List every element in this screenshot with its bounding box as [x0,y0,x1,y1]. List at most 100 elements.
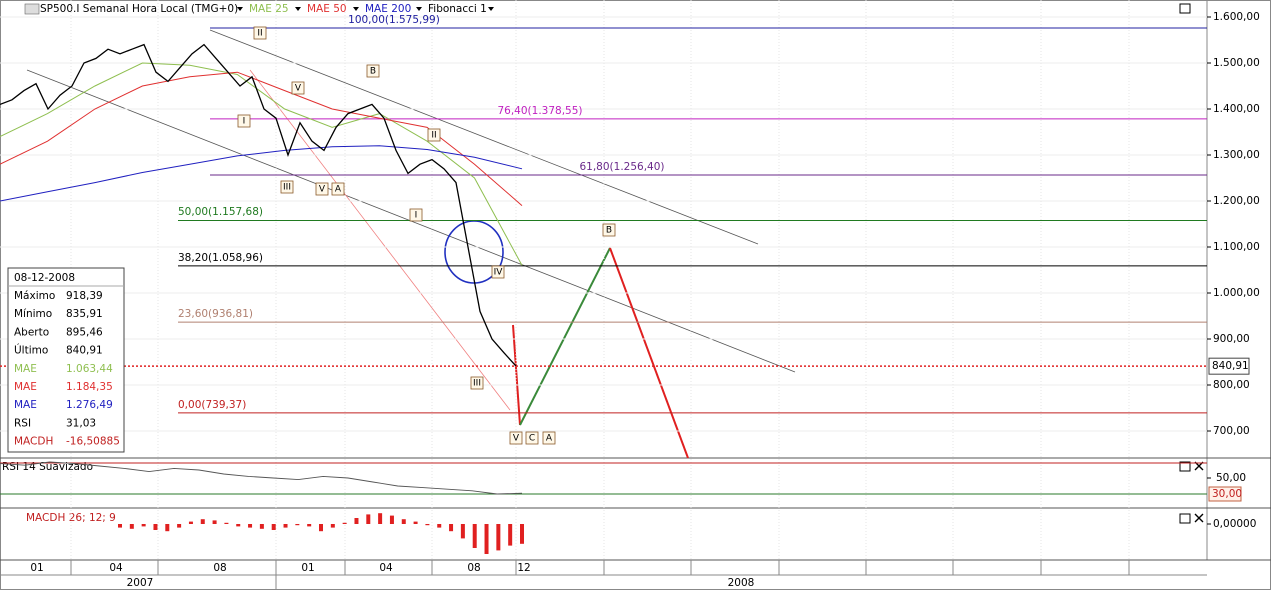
year-label: 2008 [728,577,755,589]
wave-box [509,431,523,445]
wave-box [237,114,251,128]
wave-box [331,182,345,196]
dropdown-arrow [237,7,243,11]
info-date: 08-12-2008 [14,272,75,284]
macd-bar [366,514,371,524]
cfd-icon [24,3,40,15]
fib-label: 100,00(1.575,99) [348,14,440,26]
info-label: MACDH [14,436,53,448]
macd-bar [259,524,264,529]
macd-bar [472,524,477,548]
info-label: RSI [14,417,31,429]
wave-label: A [546,434,553,444]
macd-bar [378,513,383,524]
info-bg [7,267,125,453]
highlight-circle [444,220,504,284]
info-value: 895,46 [66,326,103,338]
y-tick-label: 800,00 [1213,379,1250,391]
macd-bar [330,524,335,528]
y-tick-label: 1.200,00 [1213,195,1260,207]
wave-label: C [529,434,535,444]
month-label: 01 [30,562,43,574]
wave-box [542,431,556,445]
symbol-title: SP500.I Semanal Hora Local (TMG+0) [40,3,238,15]
dropdown-arrow [416,7,422,11]
info-value: 918,39 [66,290,103,302]
macd-bar [389,515,394,524]
wave-label: II [257,29,262,39]
trend-line [209,29,759,245]
wave-box [409,208,423,222]
close-button[interactable] [1194,513,1204,523]
maximize-button[interactable] [1179,461,1191,472]
macd-bar [118,524,122,528]
wave-box [525,431,539,445]
last-price-box [1208,357,1250,375]
moving-average [0,62,523,266]
indicator-label: MAE 50 [307,3,347,15]
month-label: 08 [467,562,480,574]
fib-label: 50,00(1.157,68) [178,206,263,218]
macd-bar [342,522,347,524]
rsi-tick-label: 50,00 [1216,472,1246,484]
macd-bar [460,524,465,539]
macd-bar [283,524,288,528]
month-label: 04 [109,562,123,574]
rsi-last-label: 30,00 [1212,488,1242,500]
month-label: 08 [213,562,226,574]
macd-bar [248,524,253,528]
wave-label: B [606,226,612,236]
info-label: Aberto [14,326,49,338]
fib-label: 61,80(1.256,40) [579,161,664,173]
y-tick-label: 1.100,00 [1213,241,1260,253]
y-tick-label: 1.500,00 [1213,57,1260,69]
last-price-label: 840,91 [1212,360,1249,372]
info-label: MAE [14,363,37,375]
wave-box [491,265,505,279]
y-tick-label: 1.000,00 [1213,287,1260,299]
macd-bar [129,524,134,529]
wave-label: II [431,131,436,141]
wave-box [602,223,616,237]
wave-label: I [243,117,246,127]
macd-bar [141,524,146,527]
trend-line [249,69,511,411]
macd-bar [295,524,300,526]
macd-bar [425,524,430,526]
wave-box [253,26,267,40]
wave-label: III [473,379,481,389]
info-value: 1.276,49 [66,399,113,411]
rsi-line [0,461,523,495]
dropdown-arrow [353,7,359,11]
info-label: Mínimo [14,308,52,320]
indicator-label: Fibonacci 1 [428,3,487,15]
wave-box [470,376,484,390]
macd-bar [212,520,217,524]
indicator-label: MAE 200 [365,3,411,15]
macd-bar [437,524,442,528]
info-value: -16,50885 [66,436,120,448]
maximize-button[interactable] [1179,3,1191,14]
macd-label: MACDH 26; 12; 9 [26,512,116,524]
info-value: 1.063,44 [66,363,113,375]
dropdown-arrow [488,7,494,11]
info-label: Máximo [14,290,55,302]
macd-tick-label: 0,00000 [1213,518,1256,530]
macd-bar [520,524,524,544]
rsi-last-box [1208,486,1242,502]
macd-bar [236,524,241,527]
wave-label: I [415,211,418,221]
wave-box [366,64,380,78]
indicator-label: MAE 25 [249,3,289,15]
macd-bar [413,521,418,524]
macd-bar [319,524,323,532]
maximize-button[interactable] [1179,513,1191,524]
wave-box [280,180,294,194]
projection [609,247,689,459]
info-label: MAE [14,399,37,411]
macd-bar [165,524,170,532]
macd-bar [401,519,406,524]
fib-label: 76,40(1.378,55) [497,105,582,117]
